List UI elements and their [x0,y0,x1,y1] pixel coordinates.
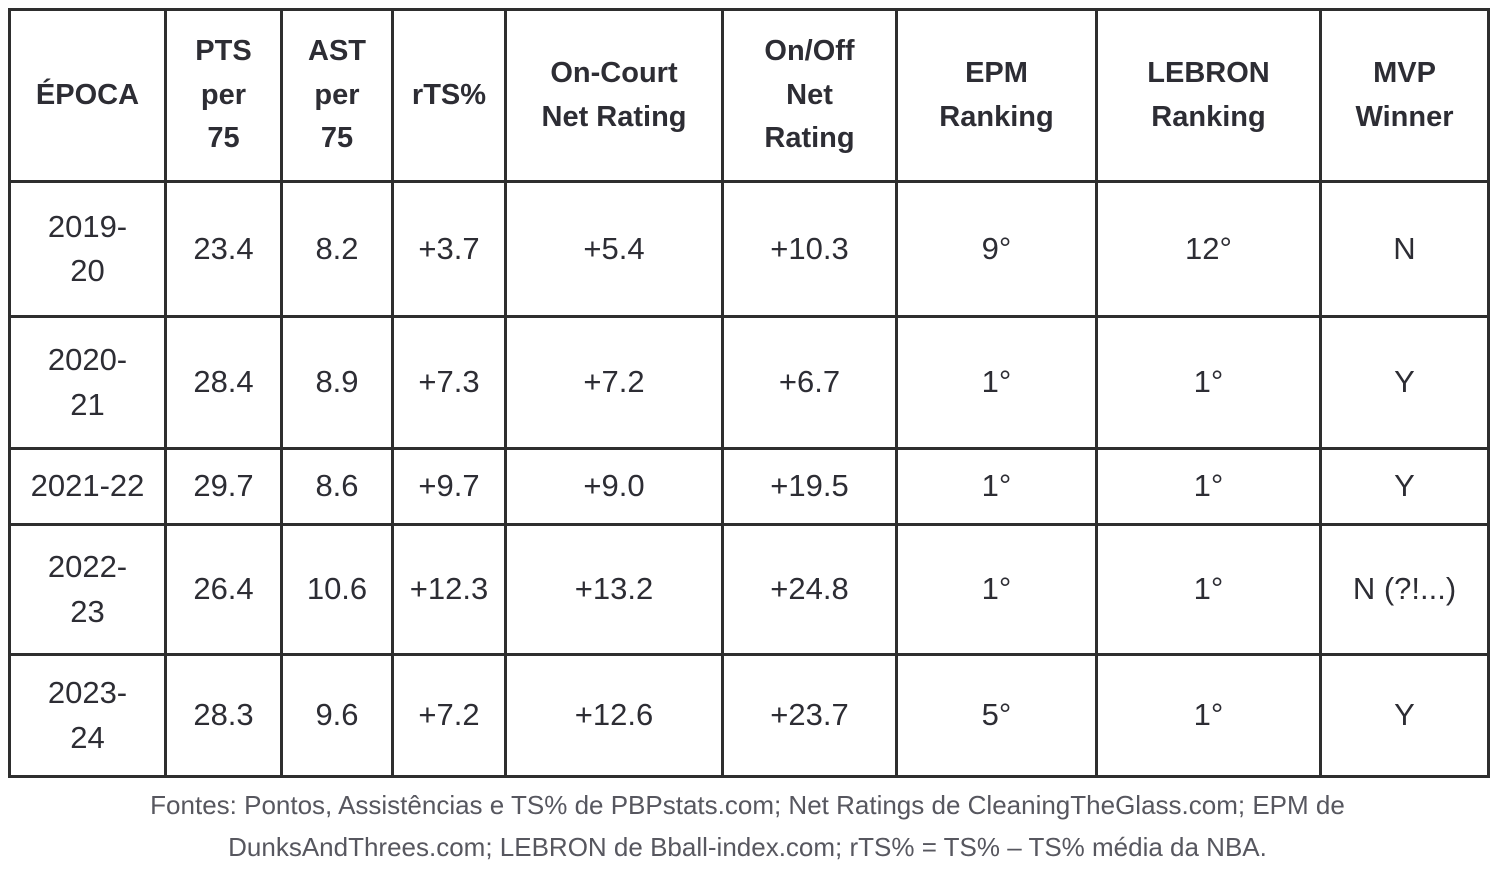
cell-pts-per-75: 26.4 [164,523,283,656]
cell-pts-per-75: 29.7 [164,447,283,526]
cell-epm-ranking: 1° [895,447,1098,526]
cell-ast-per-75: 8.9 [280,315,394,450]
cell-on-off-net-rating: +6.7 [721,315,898,450]
sources-caption-line-1: Fontes: Pontos, Assistências e TS% de PB… [150,790,1345,820]
cell-pts-per-75: 23.4 [164,180,283,318]
cell-epm-ranking: 5° [895,653,1098,778]
table-row: 2019- 20 23.4 8.2 +3.7 +5.4 +10.3 9° 12° N [8,180,1490,318]
cell-on-court-net-rating: +13.2 [504,523,724,656]
cell-lebron-ranking: 1° [1095,447,1322,526]
cell-pts-per-75: 28.4 [164,315,283,450]
season-cell: 2022- 23 [8,523,167,656]
cell-mvp-winner: Y [1319,653,1490,778]
cell-rts-pct: +3.7 [391,180,507,318]
season-cell: 2019- 20 [8,180,167,318]
cell-lebron-ranking: 12° [1095,180,1322,318]
cell-mvp-winner: Y [1319,315,1490,450]
header-row: ÉPOCA PTS per 75 AST per 75 rTS% On-Court Ne… [8,8,1490,183]
cell-on-court-net-rating: +9.0 [504,447,724,526]
column-header-on-court-net-rating: On-Court Net Rating [504,8,724,183]
cell-on-off-net-rating: +10.3 [721,180,898,318]
cell-pts-per-75: 28.3 [164,653,283,778]
cell-rts-pct: +9.7 [391,447,507,526]
cell-ast-per-75: 9.6 [280,653,394,778]
season-cell: 2021-22 [8,447,167,526]
cell-epm-ranking: 9° [895,180,1098,318]
cell-on-court-net-rating: +7.2 [504,315,724,450]
table-row: 2021-22 29.7 8.6 +9.7 +9.0 +19.5 1° 1° Y [8,447,1490,526]
cell-on-off-net-rating: +23.7 [721,653,898,778]
column-header-rts-pct: rTS% [391,8,507,183]
column-header-mvp-winner: MVP Winner [1319,8,1490,183]
column-header-epoca: ÉPOCA [8,8,167,183]
cell-rts-pct: +7.3 [391,315,507,450]
cell-ast-per-75: 10.6 [280,523,394,656]
cell-on-court-net-rating: +5.4 [504,180,724,318]
table-row: 2022- 23 26.4 10.6 +12.3 +13.2 +24.8 1° 1° N (?!… [8,523,1490,656]
cell-epm-ranking: 1° [895,523,1098,656]
table-body: 2019- 20 23.4 8.2 +3.7 +5.4 +10.3 9° 12° N 2020- … [8,180,1490,778]
cell-mvp-winner: Y [1319,447,1490,526]
cell-lebron-ranking: 1° [1095,653,1322,778]
cell-lebron-ranking: 1° [1095,523,1322,656]
column-header-epm-ranking: EPM Ranking [895,8,1098,183]
cell-on-off-net-rating: +24.8 [721,523,898,656]
cell-on-court-net-rating: +12.6 [504,653,724,778]
column-header-on-off-net-rating: On/Off Net Rating [721,8,898,183]
cell-rts-pct: +7.2 [391,653,507,778]
season-cell: 2023- 24 [8,653,167,778]
cell-ast-per-75: 8.6 [280,447,394,526]
table-header: ÉPOCA PTS per 75 AST per 75 rTS% On-Court Ne… [8,8,1490,183]
table-row: 2020- 21 28.4 8.9 +7.3 +7.2 +6.7 1° 1° Y [8,315,1490,450]
cell-on-off-net-rating: +19.5 [721,447,898,526]
sources-caption: Fontes: Pontos, Assistências e TS% de PB… [8,785,1487,868]
sources-caption-line-2: DunksAndThrees.com; LEBRON de Bball-inde… [228,831,1267,862]
column-header-ast-per-75: AST per 75 [280,8,394,183]
table-row: 2023- 24 28.3 9.6 +7.2 +12.6 +23.7 5° 1° Y [8,653,1490,778]
cell-epm-ranking: 1° [895,315,1098,450]
cell-ast-per-75: 8.2 [280,180,394,318]
cell-rts-pct: +12.3 [391,523,507,656]
cell-mvp-winner: N (?!...) [1319,523,1490,656]
cell-mvp-winner: N [1319,180,1490,318]
column-header-lebron-ranking: LEBRON Ranking [1095,8,1322,183]
column-header-pts-per-75: PTS per 75 [164,8,283,183]
season-cell: 2020- 21 [8,315,167,450]
cell-lebron-ranking: 1° [1095,315,1322,450]
season-stats-table: ÉPOCA PTS per 75 AST per 75 rTS% On-Court Ne… [8,8,1490,778]
